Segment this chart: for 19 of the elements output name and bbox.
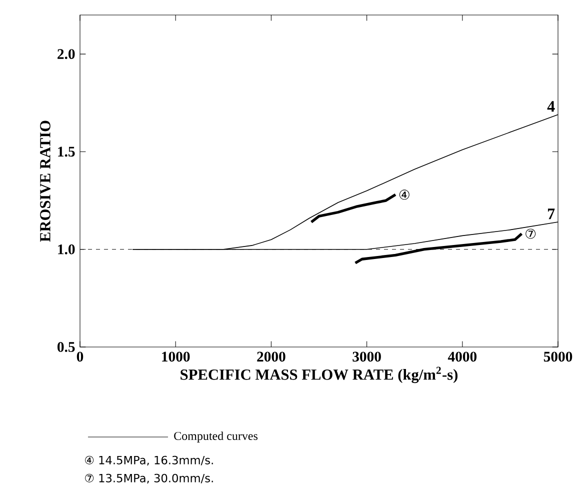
x-tick-label: 3000 [352, 352, 381, 362]
series-label: ⑦ [526, 228, 536, 239]
y-tick-label: 1.5 [58, 146, 75, 157]
x-tick-label: 1000 [162, 352, 190, 362]
x-tick-label: 4000 [448, 352, 477, 362]
text: Computed curves [174, 432, 258, 442]
x-axis-title: SPECIFIC MASS FLOW RATE (kg/m$^{2}$-s) [180, 366, 458, 384]
series-label: ④ [399, 190, 410, 200]
text: ④ 14.5MPa, 16.3mm/s. [85, 456, 213, 466]
y-tick-label: 1.0 [58, 244, 75, 254]
series-label: 4 [547, 101, 555, 112]
x-tick-label: 5000 [544, 352, 572, 362]
y-axis-title: EROSIVE RATIO [40, 120, 50, 242]
y-tick-label: 0.5 [58, 342, 75, 352]
text: ⑦ 13.5MPa, 30.0mm/s. [85, 474, 213, 484]
series-label: 7 [548, 208, 555, 220]
x-tick-label: 2000 [257, 352, 286, 362]
y-tick-label: 2.0 [58, 49, 75, 60]
x-tick-label: 0 [76, 352, 84, 362]
